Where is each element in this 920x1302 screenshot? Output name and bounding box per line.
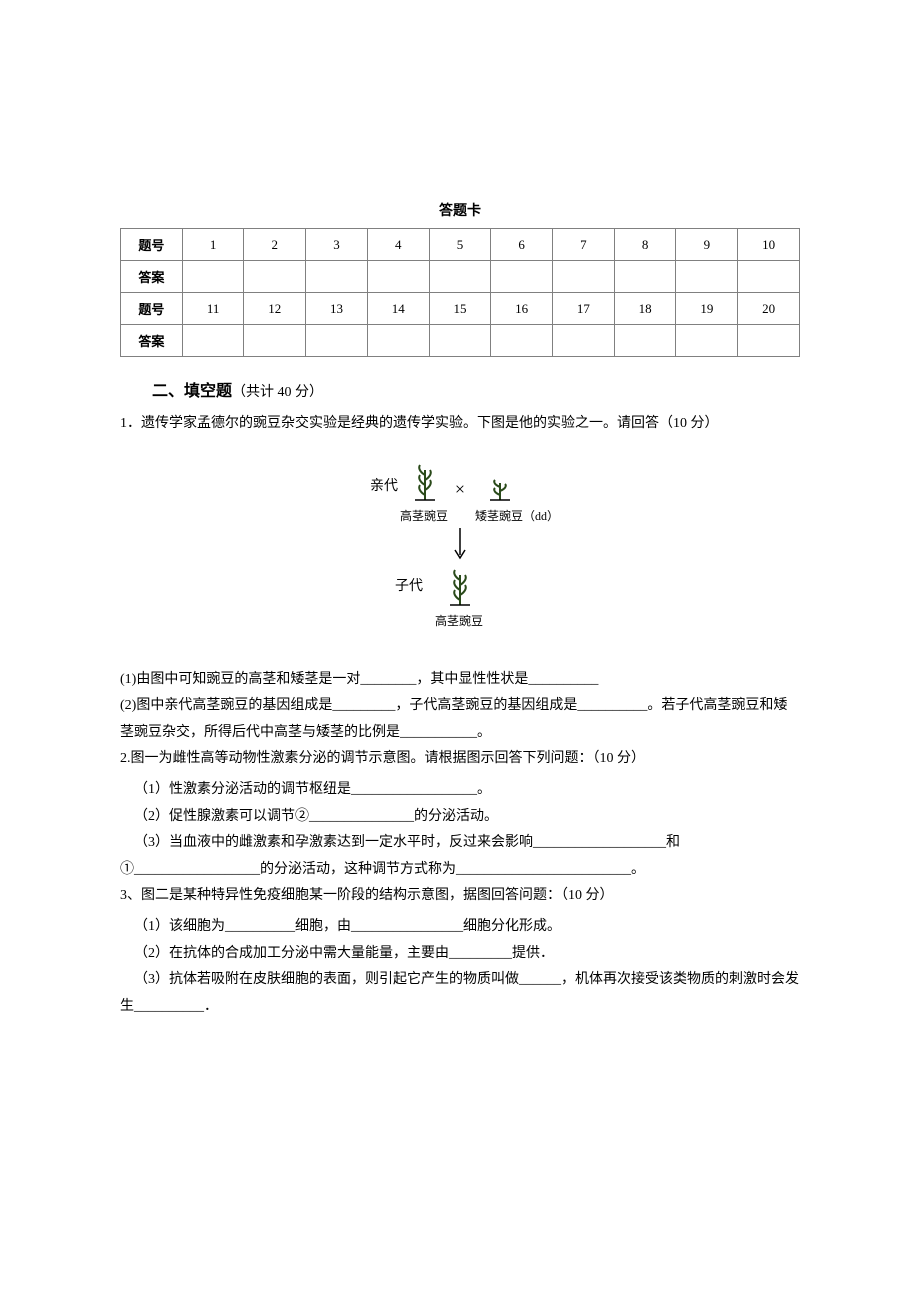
table-row: 题号 1 2 3 4 5 6 7 8 9 10 bbox=[121, 229, 800, 261]
q-label-cell: 题号 bbox=[121, 293, 183, 325]
answer-card-title: 答题卡 bbox=[120, 200, 800, 220]
section-title: 二、填空题（共计 40 分） bbox=[120, 377, 800, 401]
section-subtitle: （共计 40 分） bbox=[232, 385, 323, 400]
q-num-cell: 6 bbox=[491, 229, 553, 261]
a-label-cell: 答案 bbox=[121, 261, 183, 293]
q-num-cell: 1 bbox=[182, 229, 244, 261]
q1-intro: 1．遗传学家孟德尔的豌豆杂交实验是经典的遗传学实验。下图是他的实验之一。请回答（… bbox=[120, 411, 800, 438]
pea-diagram-svg: 亲代 高茎豌豆 × 矮茎豌豆（dd） 子代 高茎豌豆 bbox=[340, 450, 580, 650]
a-cell bbox=[491, 325, 553, 357]
a-cell bbox=[738, 325, 800, 357]
q-num-cell: 12 bbox=[244, 293, 306, 325]
q-num-cell: 15 bbox=[429, 293, 491, 325]
a-cell bbox=[244, 325, 306, 357]
a-cell bbox=[367, 325, 429, 357]
q-num-cell: 14 bbox=[367, 293, 429, 325]
a-cell bbox=[429, 325, 491, 357]
parent-label: 亲代 bbox=[370, 478, 398, 494]
a-cell bbox=[614, 325, 676, 357]
q-num-cell: 17 bbox=[553, 293, 615, 325]
short-label: 矮茎豌豆（dd） bbox=[475, 508, 559, 523]
a-cell bbox=[182, 261, 244, 293]
a-cell bbox=[367, 261, 429, 293]
tall-plant-icon bbox=[415, 465, 435, 500]
q-num-cell: 18 bbox=[614, 293, 676, 325]
a-cell bbox=[429, 261, 491, 293]
q-num-cell: 20 bbox=[738, 293, 800, 325]
a-cell bbox=[244, 261, 306, 293]
child-label: 子代 bbox=[395, 578, 423, 594]
q-num-cell: 19 bbox=[676, 293, 738, 325]
a-cell bbox=[614, 261, 676, 293]
answer-table: 题号 1 2 3 4 5 6 7 8 9 10 答案 题号 11 12 13 1… bbox=[120, 228, 800, 357]
table-row: 答案 bbox=[121, 261, 800, 293]
a-cell bbox=[553, 325, 615, 357]
q3-intro: 3、图二是某种特异性免疫细胞某一阶段的结构示意图，据图回答问题：（10 分） bbox=[120, 883, 800, 910]
q1-part1: (1)由图中可知豌豆的高茎和矮茎是一对________，其中显性性状是_____… bbox=[120, 667, 800, 694]
a-cell bbox=[491, 261, 553, 293]
a-cell bbox=[306, 325, 368, 357]
a-label-cell: 答案 bbox=[121, 325, 183, 357]
q-num-cell: 4 bbox=[367, 229, 429, 261]
q-num-cell: 13 bbox=[306, 293, 368, 325]
q-num-cell: 16 bbox=[491, 293, 553, 325]
tall-label: 高茎豌豆 bbox=[400, 508, 448, 523]
pea-diagram: 亲代 高茎豌豆 × 矮茎豌豆（dd） 子代 高茎豌豆 bbox=[120, 450, 800, 655]
q-num-cell: 9 bbox=[676, 229, 738, 261]
a-cell bbox=[306, 261, 368, 293]
q-num-cell: 10 bbox=[738, 229, 800, 261]
a-cell bbox=[738, 261, 800, 293]
q-num-cell: 8 bbox=[614, 229, 676, 261]
a-cell bbox=[676, 325, 738, 357]
q1-part2: (2)图中亲代高茎豌豆的基因组成是_________，子代高茎豌豆的基因组成是_… bbox=[120, 693, 800, 746]
q3-part1: （1）该细胞为__________细胞，由________________细胞分… bbox=[120, 914, 800, 941]
q-num-cell: 11 bbox=[182, 293, 244, 325]
q-num-cell: 5 bbox=[429, 229, 491, 261]
q-num-cell: 7 bbox=[553, 229, 615, 261]
offspring-label: 高茎豌豆 bbox=[435, 613, 483, 628]
section-title-text: 二、填空题 bbox=[152, 383, 232, 400]
a-cell bbox=[182, 325, 244, 357]
q2-part1: （1）性激素分泌活动的调节枢纽是__________________。 bbox=[120, 777, 800, 804]
q2-part3: （3）当血液中的雌激素和孕激素达到一定水平时，反过来会影响___________… bbox=[120, 830, 800, 883]
table-row: 题号 11 12 13 14 15 16 17 18 19 20 bbox=[121, 293, 800, 325]
q3-part2: （2）在抗体的合成加工分泌中需大量能量，主要由_________提供． bbox=[120, 941, 800, 968]
q3-part3: （3）抗体若吸附在皮肤细胞的表面，则引起它产生的物质叫做______，机体再次接… bbox=[120, 967, 800, 1020]
offspring-plant-icon bbox=[450, 570, 470, 605]
q-label-cell: 题号 bbox=[121, 229, 183, 261]
q-num-cell: 3 bbox=[306, 229, 368, 261]
q2-intro: 2.图一为雌性高等动物性激素分泌的调节示意图。请根据图示回答下列问题：（10 分… bbox=[120, 746, 800, 773]
table-row: 答案 bbox=[121, 325, 800, 357]
a-cell bbox=[676, 261, 738, 293]
cross-symbol: × bbox=[455, 479, 465, 499]
q2-part2: （2）促性腺激素可以调节②_______________的分泌活动。 bbox=[120, 804, 800, 831]
short-plant-icon bbox=[490, 480, 510, 500]
a-cell bbox=[553, 261, 615, 293]
q-num-cell: 2 bbox=[244, 229, 306, 261]
